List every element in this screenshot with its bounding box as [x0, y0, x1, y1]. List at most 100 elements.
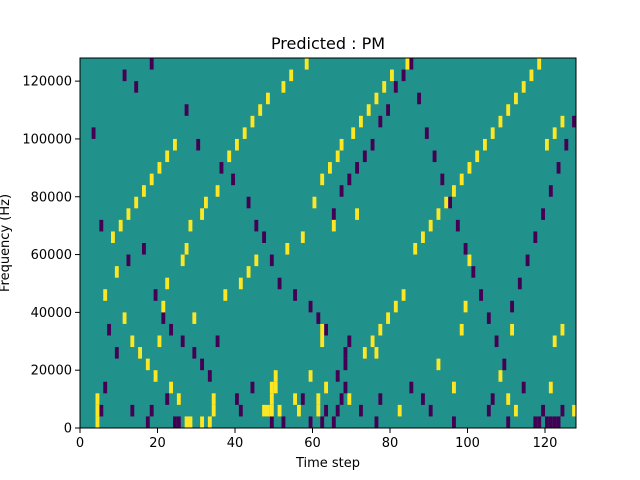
low-value-cell: [525, 254, 530, 267]
low-value-cell: [417, 92, 422, 105]
low-value-cell: [142, 243, 146, 255]
high-value-cell: [200, 416, 205, 428]
high-value-cell: [572, 404, 577, 417]
high-value-cell: [452, 185, 456, 197]
low-value-cell: [235, 393, 239, 405]
high-value-cell: [320, 173, 325, 186]
high-value-cell: [103, 289, 108, 301]
low-value-cell: [308, 416, 313, 428]
high-value-cell: [118, 219, 123, 232]
high-value-cell: [269, 404, 274, 417]
low-value-cell: [401, 69, 406, 82]
y-tick-label: 40000: [31, 306, 72, 321]
high-value-cell: [273, 381, 278, 394]
high-value-cell: [308, 370, 313, 382]
low-value-cell: [556, 162, 561, 174]
low-value-cell: [339, 185, 344, 197]
high-value-cell: [169, 381, 174, 394]
low-value-cell: [149, 58, 154, 70]
high-value-cell: [452, 381, 456, 394]
high-value-cell: [560, 323, 565, 336]
low-value-cell: [533, 231, 538, 243]
low-value-cell: [424, 127, 429, 139]
low-value-cell: [471, 266, 476, 278]
high-value-cell: [506, 104, 511, 116]
plot-area: [79, 57, 577, 429]
heatmap-background: [80, 58, 576, 428]
low-value-cell: [378, 393, 383, 405]
low-value-cell: [192, 347, 197, 359]
low-value-cell: [386, 104, 391, 116]
y-axis-label: Frequency (Hz): [0, 194, 13, 292]
high-value-cell: [370, 335, 375, 348]
y-tick-label: 80000: [31, 190, 72, 205]
high-value-cell: [498, 370, 503, 382]
high-value-cell: [316, 393, 321, 405]
high-value-cell: [258, 104, 263, 116]
low-value-cell: [320, 416, 325, 428]
low-value-cell: [180, 335, 185, 348]
high-value-cell: [335, 150, 340, 163]
high-value-cell: [514, 404, 518, 417]
low-value-cell: [537, 416, 542, 428]
high-value-cell: [351, 127, 356, 139]
low-value-cell: [331, 208, 336, 220]
low-value-cell: [335, 404, 340, 417]
low-value-cell: [521, 381, 526, 394]
high-value-cell: [529, 69, 534, 82]
low-value-cell: [506, 416, 511, 428]
high-value-cell: [436, 358, 441, 371]
high-value-cell: [366, 104, 371, 116]
low-value-cell: [215, 335, 220, 348]
high-value-cell: [266, 404, 270, 417]
low-value-cell: [91, 127, 96, 139]
low-value-cell: [572, 115, 577, 128]
high-value-cell: [188, 219, 193, 232]
low-value-cell: [378, 115, 383, 128]
high-value-cell: [149, 173, 154, 186]
low-value-cell: [343, 347, 348, 359]
high-value-cell: [467, 162, 472, 174]
low-value-cell: [541, 208, 546, 220]
high-value-cell: [359, 115, 363, 128]
x-tick-label: 120: [533, 436, 558, 451]
low-value-cell: [421, 393, 425, 405]
high-value-cell: [95, 416, 100, 428]
high-value-cell: [328, 162, 332, 174]
low-value-cell: [99, 219, 104, 232]
high-value-cell: [134, 196, 139, 209]
y-axis: 0 20000 40000 60000 80000 100000 120000: [22, 75, 80, 437]
high-value-cell: [320, 323, 325, 336]
high-value-cell: [235, 138, 239, 151]
low-value-cell: [308, 300, 313, 313]
high-value-cell: [401, 289, 406, 301]
low-value-cell: [560, 404, 565, 417]
low-value-cell: [548, 185, 553, 197]
low-value-cell: [130, 404, 135, 417]
high-value-cell: [545, 138, 549, 151]
low-value-cell: [510, 300, 515, 313]
high-value-cell: [300, 231, 305, 243]
high-value-cell: [459, 323, 464, 336]
high-value-cell: [277, 404, 282, 417]
low-value-cell: [409, 381, 414, 394]
high-value-cell: [165, 150, 170, 163]
high-value-cell: [285, 243, 290, 255]
low-value-cell: [370, 138, 375, 151]
high-value-cell: [552, 335, 557, 348]
high-value-cell: [269, 393, 274, 405]
high-value-cell: [95, 393, 100, 405]
low-value-cell: [246, 196, 251, 209]
x-tick-label: 60: [304, 436, 321, 451]
low-value-cell: [262, 231, 267, 243]
low-value-cell: [486, 312, 491, 324]
low-value-cell: [99, 404, 104, 417]
high-value-cell: [227, 150, 232, 163]
low-value-cell: [347, 173, 352, 186]
low-value-cell: [200, 358, 205, 371]
plot-frame: [79, 57, 577, 429]
low-value-cell: [362, 150, 367, 163]
low-value-cell: [161, 312, 166, 324]
low-value-cell: [219, 162, 224, 174]
